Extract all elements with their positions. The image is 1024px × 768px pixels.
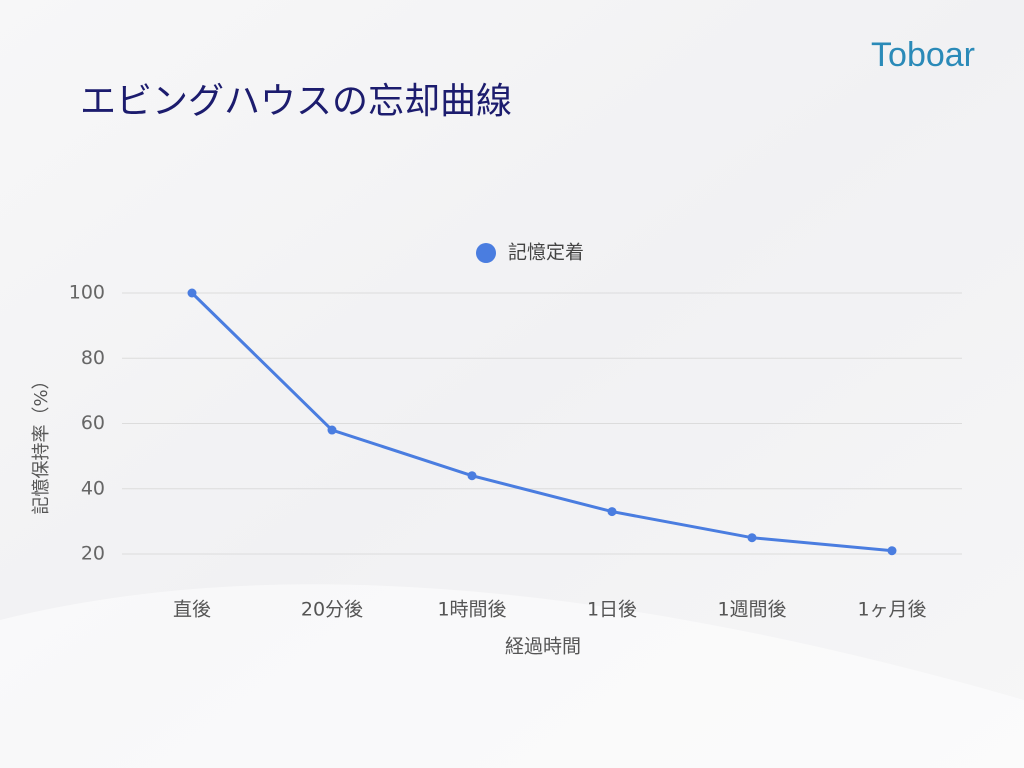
y-axis-title: 記憶保持率（%） [31,371,52,514]
point [607,507,617,517]
y-tick-label: 40 [81,477,105,499]
x-tick-label: 直後 [173,599,211,621]
y-tick-label: 60 [81,412,105,434]
x-tick-label: 20分後 [301,599,363,621]
legend-marker [476,243,496,263]
x-tick-label: 1ヶ月後 [857,599,926,621]
y-tick-label: 20 [81,543,105,565]
legend-label: 記憶定着 [508,242,584,264]
point [327,425,337,435]
y-tick-label: 80 [81,347,105,369]
point [187,288,197,298]
background-swoosh [0,584,1024,768]
point [887,546,897,556]
y-tick-label: 100 [69,282,105,304]
point [747,533,757,543]
x-axis-title: 経過時間 [505,636,581,658]
chart-title: エビングハウスの忘却曲線 [80,81,512,122]
x-tick-label: 1週間後 [717,599,786,621]
point [467,471,477,481]
series-line [190,291,893,553]
logo: Toboar [871,36,975,74]
x-tick-label: 1日後 [587,599,637,621]
x-tick-label: 1時間後 [437,599,506,621]
